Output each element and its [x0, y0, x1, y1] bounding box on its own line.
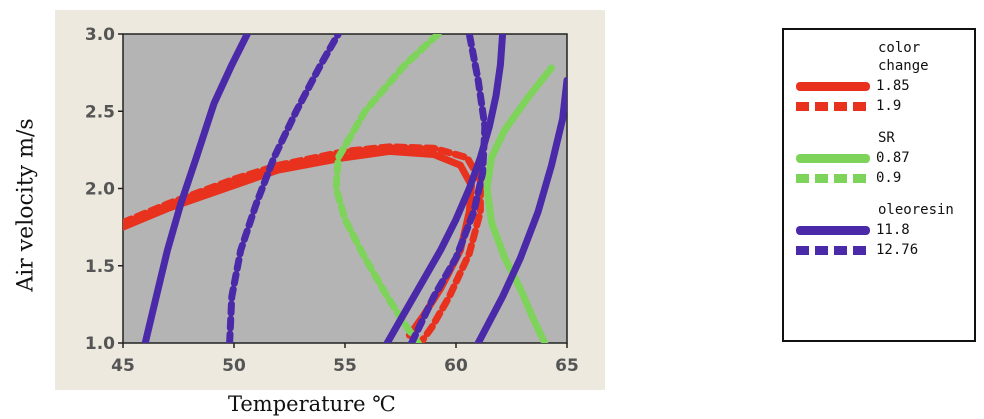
y-tick-label-2.5: 2.5 [85, 102, 115, 122]
legend-swatch [796, 246, 870, 255]
x-tick-label-45: 45 [111, 356, 135, 376]
legend-item: 0.9 [796, 170, 976, 188]
legend-item: 1.85 [796, 78, 976, 96]
x-tick-label-60: 60 [444, 356, 468, 376]
chart-frame: 45 50 55 60 65 1.0 1.5 2.0 2.5 3.0 [55, 10, 605, 390]
legend-label: 0.9 [876, 170, 902, 186]
series-line-oleoresin-11_8-5 [383, 34, 507, 343]
legend-label: 12.76 [876, 242, 919, 258]
contour-plot: 45 50 55 60 65 1.0 1.5 2.0 2.5 3.0 [85, 25, 579, 376]
x-tick-label-50: 50 [222, 356, 246, 376]
legend-label: 1.9 [876, 98, 902, 114]
legend-item: 0.87 [796, 150, 976, 168]
series-line-SR-0_87-2 [483, 64, 555, 343]
x-tick-label-55: 55 [333, 356, 357, 376]
series-line-oleoresin-11_8-6 [474, 76, 567, 343]
y-axis-label: Air velocity m/s [13, 118, 39, 292]
x-tick-label-65: 65 [555, 356, 579, 376]
legend-group-title-0-1: change [878, 58, 929, 74]
legend-item: 12.76 [796, 242, 976, 260]
y-tick-label-1.0: 1.0 [85, 334, 115, 354]
legend-item: 11.8 [796, 222, 976, 240]
legend-group-title-2-0: oleoresin [878, 202, 954, 218]
legend-label: 11.8 [876, 222, 910, 238]
legend-swatch [796, 226, 870, 235]
legend-swatch [796, 102, 870, 111]
y-tick-label-2.0: 2.0 [85, 180, 115, 200]
legend-swatch [796, 154, 870, 163]
legend-group-title-0-0: color [878, 40, 921, 56]
legend: color change 1.85 1.9 SR 0.87 0.9 oleoresin 11.8… [782, 28, 976, 342]
series-line-oleoresin-11_8-4 [141, 34, 251, 343]
y-tick-label-1.5: 1.5 [85, 257, 115, 277]
y-tick-label-3.0: 3.0 [85, 25, 115, 45]
legend-swatch [796, 174, 870, 183]
series-line-oleoresin-12_76-8 [408, 34, 489, 343]
legend-label: 0.87 [876, 150, 910, 166]
legend-item: 1.9 [796, 98, 976, 116]
series-line-SR-0_9-3 [332, 34, 442, 343]
plot-area [122, 33, 568, 344]
series-line-color-change-1_9-1 [123, 143, 484, 343]
legend-label: 1.85 [876, 78, 910, 94]
legend-group-title-1-0: SR [878, 130, 895, 146]
legend-swatch [796, 82, 870, 91]
x-axis-label: Temperature ℃ [228, 392, 396, 416]
series-line-oleoresin-12_76-7 [226, 34, 342, 343]
